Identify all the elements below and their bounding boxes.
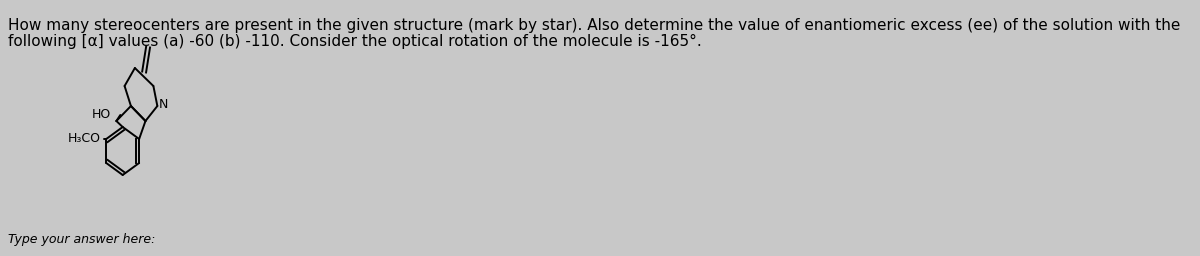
Text: following [α] values (a) -60 (b) -110. Consider the optical rotation of the mole: following [α] values (a) -60 (b) -110. C… bbox=[8, 34, 702, 49]
Text: How many stereocenters are present in the given structure (mark by star). Also d: How many stereocenters are present in th… bbox=[8, 18, 1181, 33]
Text: N: N bbox=[158, 98, 168, 111]
Text: H₃CO: H₃CO bbox=[67, 133, 101, 145]
Text: HO: HO bbox=[91, 109, 110, 122]
Text: Type your answer here:: Type your answer here: bbox=[8, 233, 155, 246]
